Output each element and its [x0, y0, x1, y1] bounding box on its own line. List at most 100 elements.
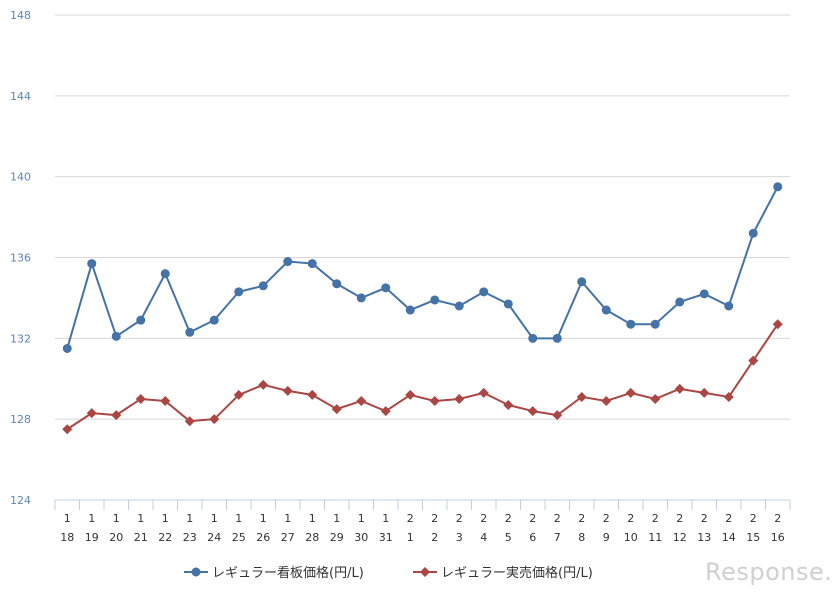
y-tick-label: 148 [10, 9, 31, 22]
data-point [282, 385, 293, 396]
series-2 [62, 319, 783, 435]
data-point [111, 410, 122, 421]
x-tick-label-month: 1 [382, 512, 389, 525]
x-tick-label-day: 15 [746, 531, 760, 544]
grid-lines [55, 14, 790, 420]
data-point [576, 391, 587, 402]
data-point [307, 259, 317, 269]
x-axis: 1181191201211221231241251261271281291301… [54, 499, 791, 544]
legend-label: レギュラー実売価格(円/L) [441, 565, 593, 581]
x-tick-label-month: 2 [701, 512, 708, 525]
data-point [601, 305, 611, 315]
data-point [503, 400, 514, 411]
x-tick-label-day: 6 [529, 531, 536, 544]
data-point [675, 297, 685, 307]
data-point [258, 281, 268, 291]
data-point [748, 228, 758, 238]
data-point [209, 315, 219, 325]
x-tick-label-day: 16 [771, 531, 785, 544]
y-axis: 124 128 132 136 140 144 148 [10, 9, 31, 507]
x-tick-label-month: 2 [505, 512, 512, 525]
legend-marker [420, 567, 430, 577]
data-point [577, 277, 587, 287]
data-point [528, 333, 538, 343]
data-point [185, 327, 195, 337]
data-point [479, 287, 489, 297]
x-tick-label-day: 4 [480, 531, 487, 544]
data-point [135, 393, 146, 404]
x-tick-label-day: 5 [505, 531, 512, 544]
watermark-text: Response. [705, 558, 832, 586]
data-point [454, 301, 464, 311]
x-tick-label-month: 2 [627, 512, 634, 525]
data-point [332, 279, 342, 289]
data-point [160, 395, 171, 406]
data-point [748, 355, 759, 366]
data-point [405, 305, 415, 315]
data-point [601, 395, 612, 406]
x-tick-label-day: 29 [330, 531, 344, 544]
series-layer [62, 182, 783, 435]
y-tick-label: 128 [10, 413, 31, 426]
data-point [62, 424, 73, 435]
x-tick-label-month: 2 [578, 512, 585, 525]
x-tick-label-day: 22 [158, 531, 172, 544]
x-tick-label-day: 20 [109, 531, 123, 544]
data-point [773, 182, 783, 192]
data-point [674, 383, 685, 394]
data-point [381, 283, 391, 293]
x-tick-label-month: 2 [407, 512, 414, 525]
data-point [527, 406, 538, 417]
x-tick-label-day: 2 [431, 531, 438, 544]
data-point [699, 387, 710, 398]
data-point [626, 319, 636, 329]
y-tick-label: 140 [10, 171, 31, 184]
data-point [478, 387, 489, 398]
data-point [234, 287, 244, 297]
data-point [160, 269, 170, 279]
data-point [724, 301, 734, 311]
x-tick-label-month: 2 [652, 512, 659, 525]
x-tick-label-month: 2 [456, 512, 463, 525]
x-tick-label-month: 2 [774, 512, 781, 525]
data-point [356, 395, 367, 406]
legend-marker [191, 567, 201, 577]
data-point [503, 299, 513, 309]
x-tick-label-day: 21 [134, 531, 148, 544]
y-tick-label: 136 [10, 252, 31, 265]
data-point [307, 389, 318, 400]
x-tick-label-day: 8 [578, 531, 585, 544]
x-tick-label-day: 13 [697, 531, 711, 544]
x-tick-label-day: 23 [183, 531, 197, 544]
data-point [356, 293, 366, 303]
x-tick-label-day: 31 [379, 531, 393, 544]
data-point [184, 416, 195, 427]
x-tick-label-day: 9 [603, 531, 610, 544]
series-line [66, 186, 779, 349]
x-tick-label-month: 1 [309, 512, 316, 525]
x-tick-label-month: 1 [284, 512, 291, 525]
x-tick-label-day: 10 [624, 531, 638, 544]
data-point [772, 319, 783, 330]
x-tick-label-month: 2 [480, 512, 487, 525]
x-tick-label-month: 1 [358, 512, 365, 525]
x-tick-label-month: 2 [554, 512, 561, 525]
data-point [405, 389, 416, 400]
data-point [625, 387, 636, 398]
x-tick-label-day: 14 [722, 531, 736, 544]
x-tick-label-day: 28 [305, 531, 319, 544]
x-tick-label-month: 1 [162, 512, 169, 525]
data-point [380, 406, 391, 417]
x-tick-label-day: 3 [456, 531, 463, 544]
data-point [209, 414, 220, 425]
x-tick-label-month: 1 [113, 512, 120, 525]
y-tick-label: 144 [10, 90, 31, 103]
data-point [87, 259, 97, 269]
x-tick-label-day: 12 [673, 531, 687, 544]
y-tick-label: 132 [10, 332, 31, 345]
x-tick-label-day: 11 [648, 531, 662, 544]
x-tick-label-month: 2 [529, 512, 536, 525]
data-point [723, 391, 734, 402]
x-tick-label-month: 1 [186, 512, 193, 525]
